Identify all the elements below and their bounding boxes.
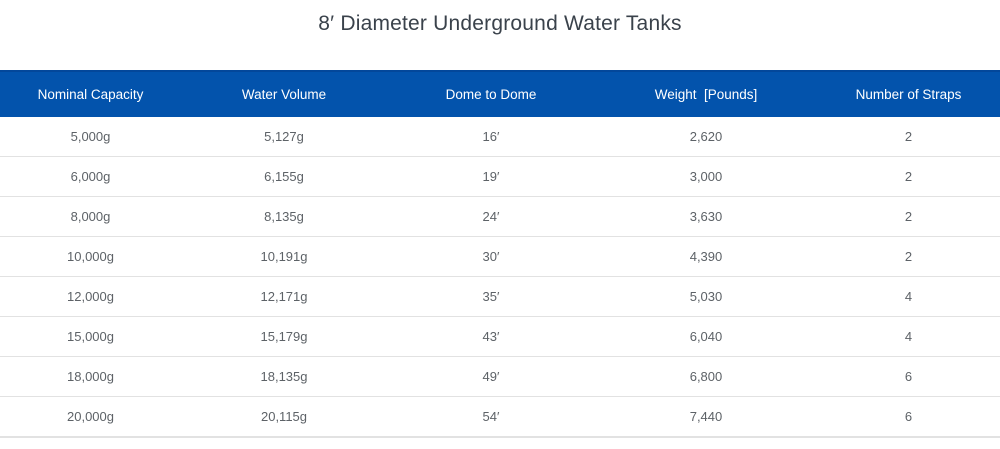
table-cell: 6,040	[595, 316, 817, 357]
table-cell: 24′	[387, 196, 595, 237]
table-cell: 49′	[387, 356, 595, 397]
column-header: Weight [Pounds]	[654, 87, 758, 102]
table-cell: 19′	[387, 156, 595, 197]
column-header: Water Volume	[241, 87, 327, 102]
table-header-row: Nominal Capacity Water Volume Dome to Dome…	[0, 71, 1000, 117]
table-cell: 2	[817, 196, 1000, 237]
table-cell: 4,390	[595, 236, 817, 277]
table-cell: 3,630	[595, 196, 817, 237]
water-tank-spec-table: Nominal Capacity Water Volume Dome to Dome…	[0, 70, 1000, 438]
table-cell: 8,135g	[181, 196, 387, 237]
column-header: Number of Straps	[855, 87, 962, 102]
table-cell: 12,171g	[181, 276, 387, 317]
table-cell: 5,127g	[181, 117, 387, 157]
table-cell: 15,179g	[181, 316, 387, 357]
table-cell: 4	[817, 316, 1000, 357]
table-row: 15,000g 15,179g 43′ 6,040 4	[0, 316, 1000, 357]
table-cell: 5,000g	[0, 117, 181, 157]
table-cell: 6,155g	[181, 156, 387, 197]
column-header: Dome to Dome	[445, 87, 537, 102]
table-cell: 5,030	[595, 276, 817, 317]
table-row: 18,000g 18,135g 49′ 6,800 6	[0, 356, 1000, 397]
table-body: 5,000g 5,127g 16′ 2,620 2 6,000g 6,155g 19′ 3,00…	[0, 117, 1000, 438]
table-row: 20,000g 20,115g 54′ 7,440 6	[0, 396, 1000, 438]
table-cell: 6	[817, 396, 1000, 438]
table-cell: 2,620	[595, 117, 817, 157]
table-cell: 16′	[387, 117, 595, 157]
table-header: Nominal Capacity Water Volume Dome to Dome…	[0, 71, 1000, 117]
table-cell: 2	[817, 156, 1000, 197]
table-row: 6,000g 6,155g 19′ 3,000 2	[0, 156, 1000, 197]
table-cell: 3,000	[595, 156, 817, 197]
table-cell: 6,800	[595, 356, 817, 397]
table-cell: 18,000g	[0, 356, 181, 397]
table-row: 12,000g 12,171g 35′ 5,030 4	[0, 276, 1000, 317]
table-cell: 18,135g	[181, 356, 387, 397]
table-cell: 4	[817, 276, 1000, 317]
table-cell: 6,000g	[0, 156, 181, 197]
table-row: 10,000g 10,191g 30′ 4,390 2	[0, 236, 1000, 277]
column-header: Nominal Capacity	[37, 87, 144, 102]
table-cell: 20,000g	[0, 396, 181, 438]
table-cell: 2	[817, 236, 1000, 277]
table-cell: 35′	[387, 276, 595, 317]
table-row: 8,000g 8,135g 24′ 3,630 2	[0, 196, 1000, 237]
table-cell: 20,115g	[181, 396, 387, 438]
table-cell: 43′	[387, 316, 595, 357]
table-cell: 6	[817, 356, 1000, 397]
page-title: 8′ Diameter Underground Water Tanks	[318, 12, 682, 35]
table-cell: 2	[817, 117, 1000, 157]
table-cell: 15,000g	[0, 316, 181, 357]
table-cell: 12,000g	[0, 276, 181, 317]
table-cell: 10,000g	[0, 236, 181, 277]
table-cell: 54′	[387, 396, 595, 438]
table-cell: 7,440	[595, 396, 817, 438]
table-cell: 30′	[387, 236, 595, 277]
table-row: 5,000g 5,127g 16′ 2,620 2	[0, 117, 1000, 157]
table-cell: 8,000g	[0, 196, 181, 237]
table-cell: 10,191g	[181, 236, 387, 277]
